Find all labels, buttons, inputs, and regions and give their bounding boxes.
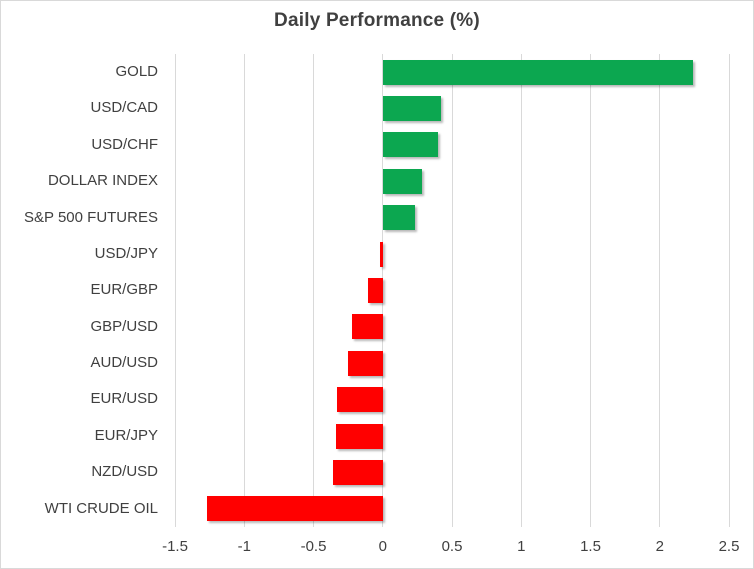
- category-label: GBP/USD: [90, 317, 158, 335]
- category-label: EUR/JPY: [94, 426, 158, 444]
- plot-area: [174, 54, 730, 527]
- category-label: USD/CHF: [91, 135, 158, 153]
- bar: [382, 96, 441, 122]
- bar: [367, 278, 383, 303]
- gridline: [382, 54, 384, 527]
- gridline: [520, 54, 522, 527]
- x-tick-label: 0.5: [441, 538, 463, 555]
- category-label: EUR/GBP: [90, 281, 158, 299]
- gridline: [313, 54, 314, 527]
- bar: [379, 241, 383, 267]
- chart-title: Daily Performance (%): [274, 10, 480, 31]
- bar: [382, 168, 422, 194]
- bar: [382, 132, 439, 158]
- gridline: [174, 54, 176, 527]
- category-label: NZD/USD: [91, 463, 158, 481]
- gridline: [451, 54, 453, 527]
- bar: [382, 205, 415, 231]
- x-tick-label: 2.5: [718, 538, 740, 555]
- category-label: AUD/USD: [90, 354, 158, 372]
- category-label: EUR/USD: [90, 390, 158, 408]
- gridline: [659, 54, 661, 527]
- x-tick-label: 1: [517, 538, 526, 555]
- bar: [335, 423, 383, 449]
- category-label: USD/JPY: [94, 244, 158, 262]
- bar: [206, 496, 383, 522]
- x-tick-label: -1.5: [162, 538, 188, 555]
- category-label: S&P 500 FUTURES: [24, 208, 158, 226]
- x-tick-label: -0.5: [300, 538, 327, 555]
- category-axis: GOLD USD/CAD USD/CHF DOLLAR INDEX S&P 500 FU…: [1, 54, 167, 527]
- bar: [382, 59, 693, 85]
- category-label: DOLLAR INDEX: [47, 172, 158, 190]
- bar: [348, 350, 383, 376]
- category-label: USD/CAD: [90, 99, 158, 117]
- category-label: GOLD: [115, 63, 158, 80]
- bar: [352, 314, 383, 340]
- x-tick-label: 0: [378, 538, 387, 555]
- category-label: WTI CRUDE OIL: [44, 499, 158, 517]
- gridline: [590, 54, 591, 527]
- gridline: [728, 54, 730, 527]
- bar: [337, 387, 383, 413]
- x-tick-label: -1: [237, 538, 251, 555]
- value-axis: -1.5 -1 -0.5 0 0.5 1 1.5 2 2.5: [162, 535, 739, 559]
- x-tick-label: 1.5: [580, 538, 601, 555]
- gridline: [243, 54, 245, 527]
- x-tick-label: 2: [655, 538, 664, 555]
- bar: [332, 459, 383, 485]
